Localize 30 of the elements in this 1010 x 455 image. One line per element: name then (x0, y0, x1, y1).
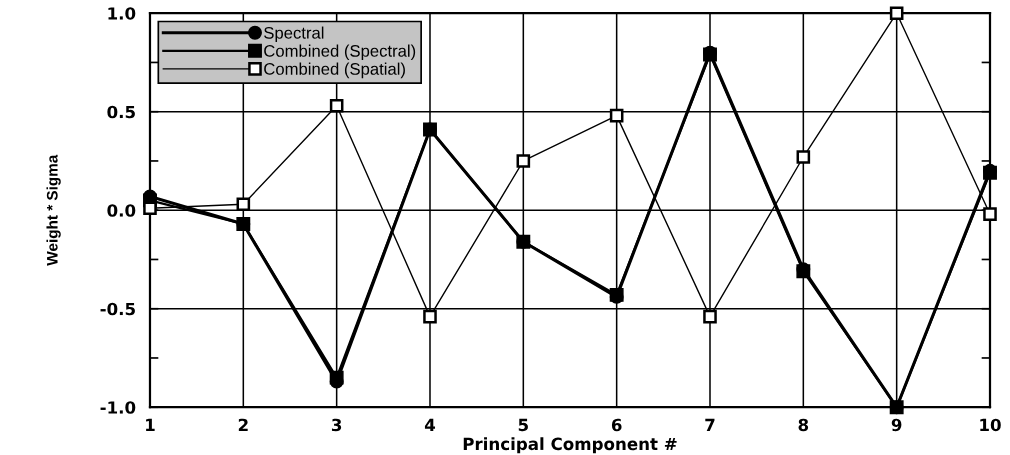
point (236, 197, 251, 212)
x-tick-label: 5 (518, 418, 528, 432)
x-tick-label: 7 (705, 418, 715, 431)
point (329, 370, 344, 385)
legend-label: Spectral (264, 26, 324, 43)
x-axis-title: Principal Component # (463, 437, 677, 454)
y-axis-title: Weight * Sigma (46, 154, 61, 266)
x-tick-label: 3 (331, 418, 342, 432)
x-tick-label: 2 (238, 418, 248, 431)
point (703, 309, 717, 324)
point (796, 150, 811, 164)
point (889, 6, 904, 20)
x-tick-label: 8 (798, 418, 809, 432)
y-tick-label: -1.0 (100, 401, 136, 414)
y-tick-label: 1.0 (108, 7, 136, 20)
legend-label: Combined (Spatial) (264, 62, 405, 79)
point (423, 309, 437, 324)
x-tick-label: 10 (980, 418, 1001, 432)
x-tick-label: 4 (424, 418, 436, 431)
x-tick-label: 6 (611, 418, 622, 432)
point (516, 154, 531, 168)
x-tick-label: 9 (891, 418, 902, 432)
point (236, 217, 251, 231)
y-tick-label: -0.5 (100, 302, 135, 316)
y-tick-label: 0.0 (107, 204, 136, 217)
y-tick-label: 0.5 (107, 105, 135, 119)
legend-label: Combined (Spectral) (264, 44, 416, 61)
point (609, 108, 624, 123)
point (329, 98, 344, 113)
x-tick-label: 1 (146, 418, 155, 431)
